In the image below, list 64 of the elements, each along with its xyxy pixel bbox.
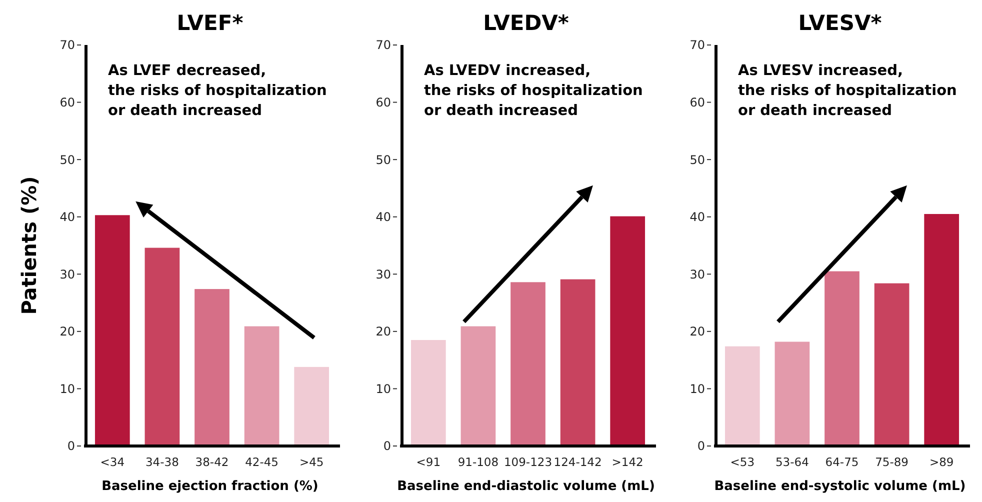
annotation: As LVESV increased, the risks of hospitalization or death increased xyxy=(738,63,957,119)
chart-title: LVEDV* xyxy=(483,11,569,35)
x-tick-label: 38-42 xyxy=(195,455,229,469)
bar xyxy=(144,248,180,446)
y-tick-label: 0 xyxy=(67,439,75,454)
bar xyxy=(294,366,330,446)
bar xyxy=(510,282,546,446)
y-tick-label: 50 xyxy=(60,152,75,167)
bar xyxy=(560,279,596,446)
bar xyxy=(774,342,810,446)
x-tick-label: >89 xyxy=(929,455,954,469)
y-tick-label: 20 xyxy=(376,324,391,339)
x-axis-title: Baseline ejection fraction (%) xyxy=(102,479,318,494)
x-tick-label: <34 xyxy=(100,455,125,469)
y-tick-label: 10 xyxy=(376,382,391,396)
chart-title: LVEF* xyxy=(176,11,244,35)
annotation: As LVEF decreased, the risks of hospitalization or death increased xyxy=(108,63,327,119)
x-tick-label: 75-89 xyxy=(875,455,909,469)
annotation: As LVEDV increased, the risks of hospitalization or death increased xyxy=(424,63,643,119)
x-tick-label: 42-45 xyxy=(245,455,279,469)
y-tick-label: 40 xyxy=(60,210,75,224)
y-axis-title: Patients (%) xyxy=(17,176,41,315)
x-tick-label: >142 xyxy=(612,455,644,469)
x-tick-label: <53 xyxy=(730,455,755,469)
y-tick-label: 0 xyxy=(697,439,705,454)
x-tick-label: 53-64 xyxy=(775,455,809,469)
y-tick-label: 40 xyxy=(376,210,391,224)
x-axis-title: Baseline end-systolic volume (mL) xyxy=(714,479,966,494)
x-tick-label: 64-75 xyxy=(825,455,859,469)
y-tick-label: 30 xyxy=(690,267,705,282)
bar xyxy=(724,346,760,446)
y-tick-label: 60 xyxy=(690,95,705,110)
y-tick-label: 60 xyxy=(376,95,391,110)
y-tick-label: 20 xyxy=(60,324,75,339)
x-tick-label: 91-108 xyxy=(458,455,499,469)
y-tick-label: 50 xyxy=(690,152,705,167)
x-axis-title: Baseline end-diastolic volume (mL) xyxy=(397,479,655,494)
bar xyxy=(874,283,910,446)
y-tick-label: 30 xyxy=(60,267,75,282)
y-tick-label: 40 xyxy=(690,210,705,224)
y-tick-label: 10 xyxy=(60,382,75,396)
x-tick-label: 124-142 xyxy=(554,455,602,469)
y-tick-label: 70 xyxy=(60,38,75,52)
y-tick-label: 70 xyxy=(376,38,391,52)
chart-title: LVESV* xyxy=(798,11,882,35)
y-tick-label: 70 xyxy=(690,38,705,52)
y-tick-label: 20 xyxy=(690,324,705,339)
bar xyxy=(924,214,960,446)
bar xyxy=(194,289,230,446)
bar xyxy=(824,271,860,446)
x-tick-label: 34-38 xyxy=(145,455,179,469)
x-tick-label: <91 xyxy=(416,455,441,469)
y-tick-label: 0 xyxy=(383,439,391,454)
x-tick-label: 109-123 xyxy=(504,455,552,469)
bar xyxy=(244,326,280,446)
y-tick-label: 60 xyxy=(60,95,75,110)
x-tick-label: >45 xyxy=(299,455,324,469)
y-tick-label: 50 xyxy=(376,152,391,167)
y-tick-label: 30 xyxy=(376,267,391,282)
bar xyxy=(94,215,130,446)
bar xyxy=(410,340,446,446)
bar xyxy=(610,216,646,446)
y-tick-label: 10 xyxy=(690,382,705,396)
bar xyxy=(460,326,496,446)
